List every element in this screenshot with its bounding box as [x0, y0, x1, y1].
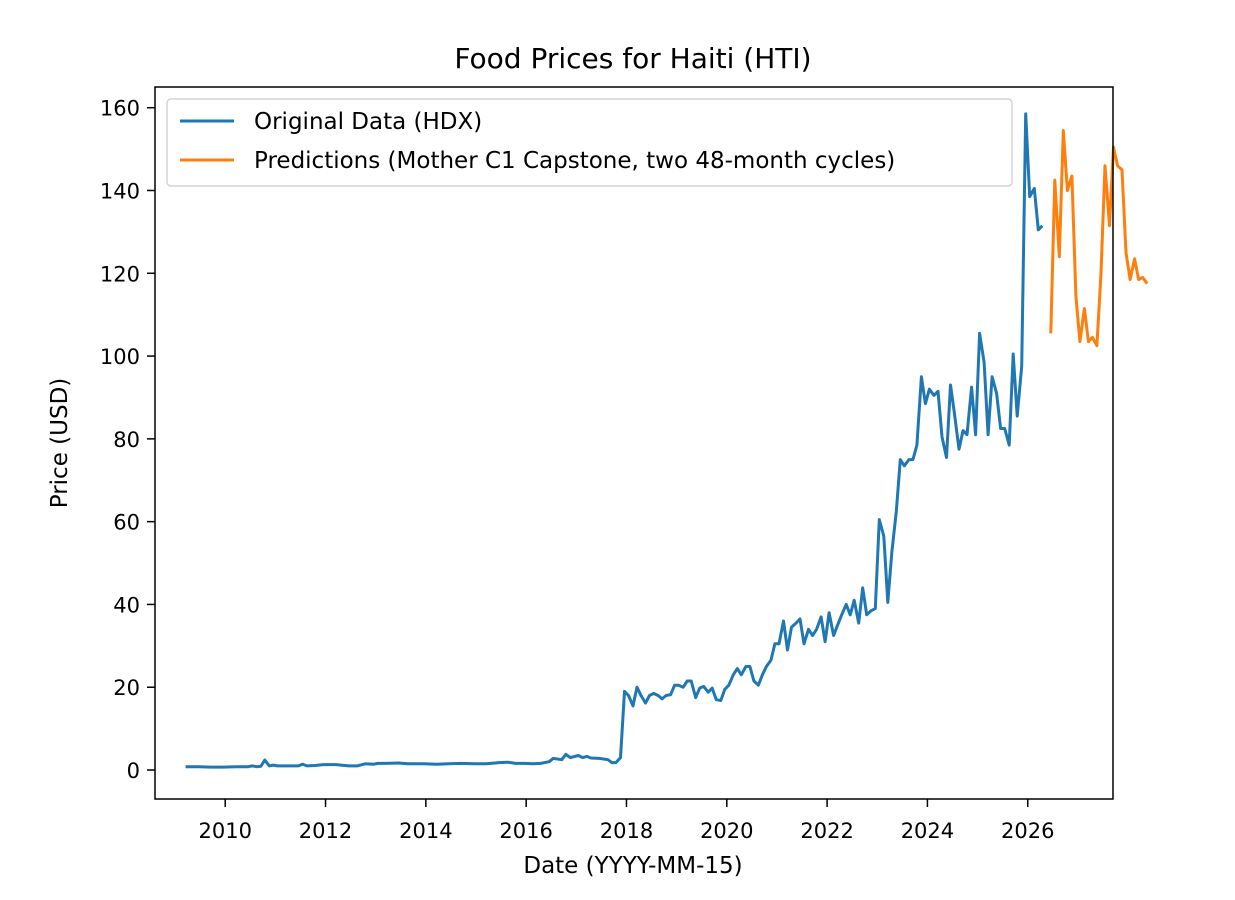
- x-tick-label: 2014: [399, 819, 452, 843]
- x-tick-label: 2018: [600, 819, 653, 843]
- y-tick-label: 80: [113, 428, 140, 452]
- plot-frame: [154, 86, 1114, 800]
- y-tick-label: 140: [100, 179, 140, 203]
- x-axis-label: Date (YYYY-MM-15): [523, 853, 742, 879]
- series-line-0: [185, 112, 1044, 769]
- x-axis: 2010 2012 2014 2016 2018 2020 2022 2024 2026: [198, 799, 1054, 843]
- series-line-1: [1049, 129, 1149, 348]
- y-tick-label: 60: [113, 511, 140, 535]
- y-tick-label: 40: [113, 593, 140, 617]
- y-axis: 0 20 40 60 80 100 120 140 160: [100, 97, 155, 783]
- y-tick-label: 160: [100, 97, 140, 121]
- x-tick-label: 2016: [499, 819, 552, 843]
- plot-lines: [185, 112, 1149, 769]
- x-tick-label: 2020: [700, 819, 753, 843]
- y-tick-label: 120: [100, 262, 140, 286]
- legend-box: [166, 98, 1013, 187]
- x-tick-label: 2024: [901, 819, 954, 843]
- y-tick-label: 0: [127, 759, 140, 783]
- y-axis-label: Price (USD): [47, 378, 73, 509]
- y-tick-label: 100: [100, 345, 140, 369]
- x-tick-label: 2012: [299, 819, 352, 843]
- legend: Original Data (HDX) Predictions (Mother …: [166, 98, 1013, 187]
- x-tick-label: 2010: [198, 819, 251, 843]
- legend-label-original: Original Data (HDX): [254, 109, 482, 135]
- chart-title: Food Prices for Haiti (HTI): [454, 42, 811, 75]
- x-tick-label: 2026: [1001, 819, 1054, 843]
- legend-label-predictions: Predictions (Mother C1 Capstone, two 48-…: [254, 148, 895, 174]
- y-tick-label: 20: [113, 676, 140, 700]
- x-tick-label: 2022: [800, 819, 853, 843]
